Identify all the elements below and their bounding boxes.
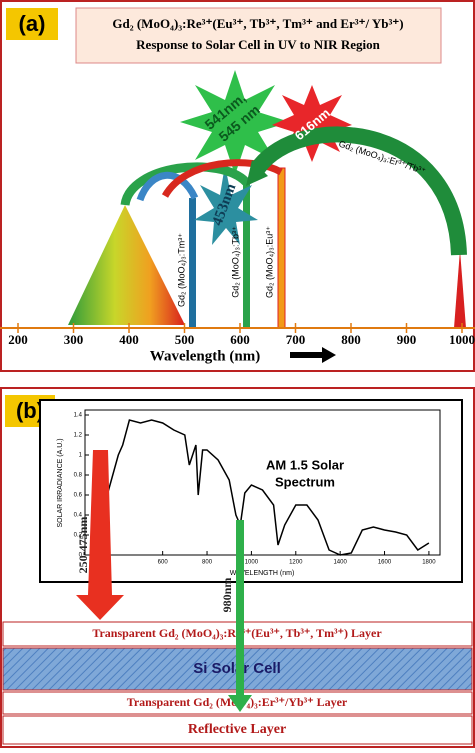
x-tick-label: 1400 — [333, 560, 347, 566]
y-tick-label: 1.2 — [74, 433, 83, 439]
x-tick-label: 700 — [286, 332, 306, 347]
arc-tb — [120, 162, 250, 207]
y-tick-label: 0.2 — [74, 533, 83, 539]
panel-label-box — [6, 8, 58, 40]
phosphor-label: Gd₂ (MoO₄)₃:Tm³⁺ — [176, 233, 186, 307]
er-bar — [454, 250, 466, 328]
x-tick-label: 1000 — [245, 560, 259, 566]
tb-bar — [243, 178, 250, 328]
subtitle: Response to Solar Cell in UV to NIR Regi… — [136, 37, 380, 52]
title: Gd₂ (MoO₄)₃:Re³⁺(Eu³⁺, Tb³⁺, Tm³⁺ and Er… — [112, 16, 403, 31]
x-tick-label: 300 — [64, 332, 84, 347]
x-tick-label: 1600 — [378, 560, 392, 566]
arc-eu — [161, 159, 283, 198]
star-545 — [180, 70, 290, 175]
x-tick-label: 500 — [175, 332, 195, 347]
uv-arrow — [76, 450, 124, 620]
phosphor-label: Gd₂ (MoO₄)₃:Tb³⁺ — [230, 226, 240, 298]
arrow-label: 250-475nm — [76, 517, 90, 574]
layer-label: Reflective Layer — [188, 722, 286, 737]
axis-label: Wavelength (nm) — [150, 348, 260, 364]
x-tick-label: 600 — [158, 560, 169, 566]
tm-bar — [189, 198, 196, 328]
arc-tm — [136, 171, 199, 202]
plot-frame — [84, 409, 441, 556]
y-tick-label: 1.4 — [74, 413, 83, 419]
inset-x-label: WAVELENGTH (nm) — [230, 570, 295, 577]
y-tick-label: 0.6 — [74, 493, 83, 499]
x-tick-label: 900 — [397, 332, 417, 347]
y-tick-label: 0.4 — [74, 513, 83, 519]
x-tick-label: 1000 — [449, 332, 475, 347]
arc-er — [251, 126, 467, 256]
arrow-label: 980nm — [220, 578, 234, 613]
star-453 — [194, 165, 258, 245]
y-tick-label: 0 — [79, 553, 83, 559]
inset-y-label: SOLAR IRRADIANCE (A.U.) — [57, 438, 64, 527]
x-tick-label: 800 — [341, 332, 361, 347]
y-tick-label: 1 — [79, 453, 83, 459]
x-tick-label: 800 — [202, 560, 213, 566]
phosphor-label: Gd₂ (MoO₄)₃:Eu³⁺ — [264, 226, 274, 298]
spectrum-line — [95, 419, 430, 556]
arrowhead — [246, 160, 268, 186]
x-tick-label: 1800 — [422, 560, 436, 566]
direction-arrow — [290, 347, 336, 363]
inset-title: Spectrum — [275, 474, 335, 489]
solar-triangle — [68, 205, 185, 325]
eu-bar — [277, 167, 286, 329]
x-tick-label: 200 — [8, 332, 28, 347]
nir-arrow — [228, 520, 252, 712]
x-tick-label: 400 — [119, 332, 139, 347]
inset-title: AM 1.5 Solar — [266, 457, 344, 472]
x-tick-label: 600 — [230, 332, 250, 347]
title-box — [75, 7, 442, 64]
panel-label: (a) — [19, 11, 46, 36]
y-tick-label: 0.8 — [74, 473, 83, 479]
layer-box — [2, 715, 473, 745]
x-tick-label: 1200 — [289, 560, 303, 566]
